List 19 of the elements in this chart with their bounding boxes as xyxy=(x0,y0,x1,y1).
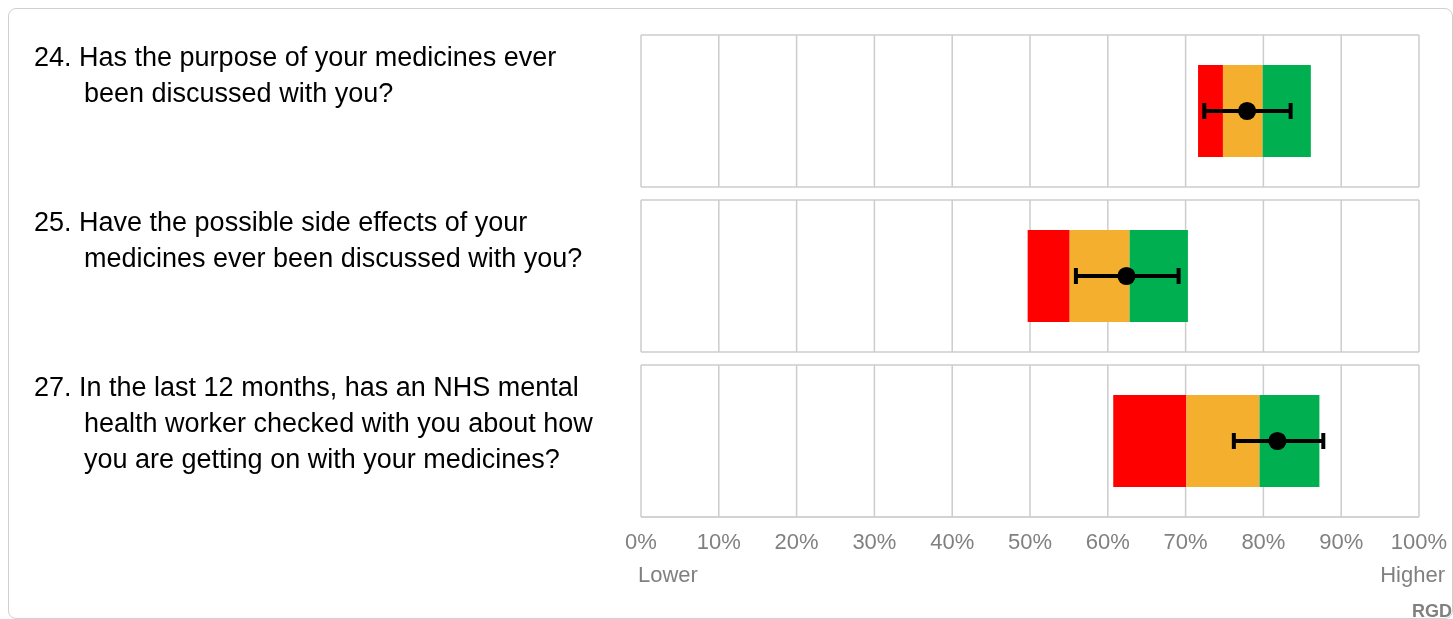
x-tick-label: 20% xyxy=(774,529,819,554)
text: Higher xyxy=(1380,562,1445,588)
x-tick-label: 40% xyxy=(930,529,975,554)
y-tick-label: 24. Has the purpose of your medicines ever been discussed with you? xyxy=(34,42,557,108)
x-tick-label: 60% xyxy=(1085,529,1130,554)
x-tick-label: 10% xyxy=(696,529,741,554)
x-tick-label: 70% xyxy=(1163,529,1208,554)
x-tick-label: 80% xyxy=(1241,529,1286,554)
bar xyxy=(1113,395,1187,487)
x-tick-label: 0% xyxy=(625,529,657,554)
text: RGD xyxy=(1412,601,1452,619)
text: Lower xyxy=(638,562,698,588)
x-tick-label: 90% xyxy=(1319,529,1364,554)
x-tick-label: 100% xyxy=(1390,529,1448,554)
bar xyxy=(1186,395,1260,487)
y-tick-label: 25. Have the possible side effects of your medicines ever been discussed with you? xyxy=(34,207,583,273)
y-tick-label: 27. In the last 12 months, has an NHS mental health worker checked with you about how you are getting on with your medicines? xyxy=(34,372,594,474)
x-tick-label: 50% xyxy=(1007,529,1053,554)
x-tick-label: 30% xyxy=(852,529,897,554)
